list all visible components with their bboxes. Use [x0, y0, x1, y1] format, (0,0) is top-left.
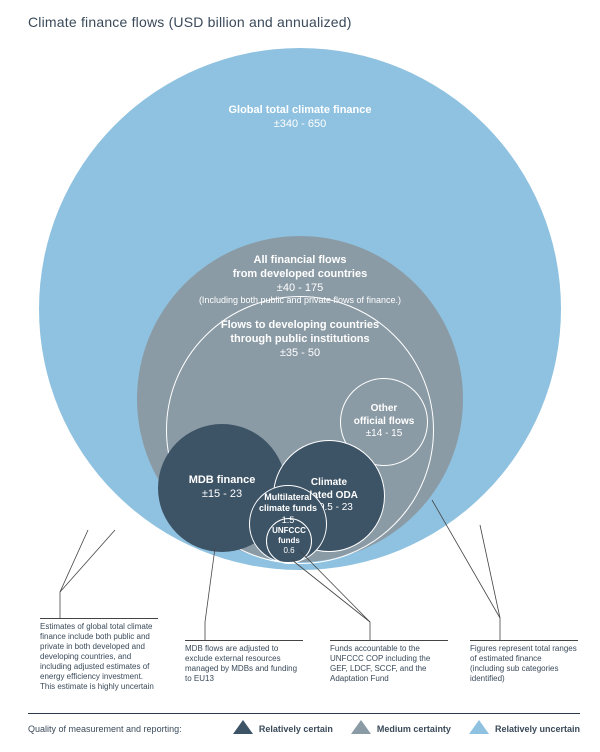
legend-lead: Quality of measurement and reporting:	[28, 724, 182, 734]
circle-multi-title: Multilateral climate funds	[259, 492, 317, 515]
circle-public-range: ±35 - 50	[221, 347, 379, 361]
legend: Quality of measurement and reporting: Re…	[28, 713, 580, 734]
circle-global-title: Global total climate finance	[228, 104, 371, 118]
callout-c4: Figures represent total ranges of estima…	[470, 640, 578, 684]
circle-public-title: Flows to developing countries through pu…	[221, 319, 379, 347]
legend-label: Relatively uncertain	[495, 724, 580, 734]
circle-other-title: Other official flows	[354, 403, 415, 428]
circle-other-range: ±14 - 15	[354, 428, 415, 441]
legend-item-medium: Medium certainty	[351, 720, 451, 734]
circle-global-range: ±340 - 650	[228, 118, 371, 132]
legend-item-certain: Relatively certain	[233, 720, 333, 734]
legend-item-uncertain: Relatively uncertain	[469, 720, 580, 734]
circle-mdb-title: MDB finance	[189, 474, 256, 488]
nested-circle-chart: Global total climate finance ±340 - 650 …	[20, 40, 580, 600]
callout-c3: Funds accountable to the UNFCCC COP incl…	[330, 640, 448, 684]
legend-label: Relatively certain	[259, 724, 333, 734]
callout-c2: MDB flows are adjusted to exclude extern…	[185, 640, 303, 684]
triangle-icon	[233, 720, 253, 734]
triangle-icon	[351, 720, 371, 734]
circle-devflow-range: ±40 - 175	[199, 282, 401, 296]
circle-devflow-title: All financial flows from developed count…	[199, 254, 401, 282]
callout-c1: Estimates of global total climate financ…	[40, 618, 158, 692]
page-title: Climate finance flows (USD billion and a…	[28, 14, 352, 30]
circle-unfccc-range: 0.6	[272, 546, 306, 556]
circle-mdb-range: ±15 - 23	[189, 488, 256, 502]
triangle-icon	[469, 720, 489, 734]
circle-unfccc-title: UNFCCC funds	[272, 526, 306, 546]
legend-label: Medium certainty	[377, 724, 451, 734]
circle-unfccc: UNFCCC funds 0.6	[266, 518, 312, 564]
